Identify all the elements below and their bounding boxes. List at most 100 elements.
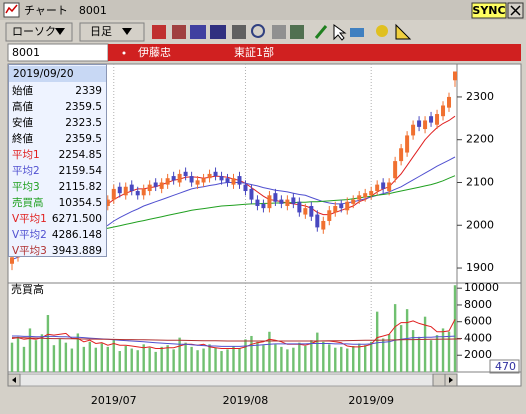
sync-button[interactable] (471, 2, 507, 19)
tool-icon[interactable] (290, 25, 304, 39)
tool-icon[interactable] (314, 25, 328, 39)
volume-bar (417, 336, 421, 372)
info-value: 2339 (75, 85, 102, 97)
tool-icon[interactable] (376, 25, 388, 37)
candle-body (387, 182, 392, 192)
candle-body (159, 182, 164, 189)
tool-icon[interactable] (272, 25, 286, 39)
info-label: V平均1 (12, 213, 47, 225)
volume-bar (298, 342, 301, 372)
period-dropdown[interactable] (79, 22, 145, 42)
candle-body (195, 180, 200, 185)
candle-body (303, 208, 308, 215)
dropdown-arrow (122, 28, 132, 35)
volume-bar (142, 344, 145, 372)
candle-body (435, 114, 440, 125)
info-label: 2019/09/20 (13, 68, 74, 80)
volume-bar (130, 348, 133, 372)
volume-bar (70, 348, 74, 372)
scroll-arrow (449, 377, 453, 383)
tool-icon[interactable] (350, 28, 364, 37)
scroll-arrow (12, 377, 16, 383)
volume-bar (352, 346, 355, 372)
info-label: V平均3 (12, 245, 47, 257)
volume-bar (364, 345, 367, 372)
volume-bar (256, 341, 259, 372)
volume-bar (435, 335, 439, 372)
candle-body (273, 193, 278, 202)
volume-bar (286, 349, 289, 372)
volume-bar (58, 338, 62, 372)
candle-body (261, 203, 266, 209)
candle-body (333, 206, 338, 213)
volume-bar (244, 339, 247, 372)
info-row: 始値 2339 (12, 83, 102, 99)
market: 東証1部 (234, 45, 274, 59)
tool-icon[interactable] (251, 24, 265, 38)
volume-bar (346, 348, 349, 372)
volume-label: 売買高 (11, 282, 44, 296)
volume-bar (40, 334, 44, 372)
volume-bar (28, 328, 32, 372)
volume-bar (429, 340, 433, 372)
candle-body (141, 188, 146, 196)
info-label: 売買高 (12, 197, 44, 209)
tool-icon[interactable] (210, 25, 226, 39)
y-tick-label: 2200 (466, 133, 494, 146)
volume-bar (423, 316, 427, 372)
volume-bar (393, 304, 397, 372)
chart-kind-dropdown[interactable] (5, 22, 73, 42)
tool-icon[interactable] (152, 25, 166, 39)
info-value: 2359.5 (65, 133, 102, 145)
volume-bar (375, 311, 379, 372)
volume-ma-line (12, 337, 462, 342)
sync-label: SYNC (472, 4, 505, 17)
candle-body (171, 176, 176, 181)
close-glyph (510, 5, 521, 16)
volume-bar (202, 348, 205, 372)
tool-icon[interactable] (333, 24, 347, 41)
candle-body (291, 197, 296, 204)
info-label: 平均3 (12, 181, 40, 193)
info-row: V平均2 4286.148 (12, 227, 102, 243)
count: 470 (495, 360, 516, 373)
tool-icon[interactable] (172, 25, 186, 39)
tool-icon[interactable] (232, 25, 246, 39)
candle-body (351, 199, 356, 204)
volume-bar (387, 334, 391, 372)
candle-body (243, 184, 248, 192)
volume-bar (154, 351, 157, 372)
volume-bar (214, 347, 217, 372)
volume-bar (160, 346, 163, 372)
volume-bar (399, 325, 403, 372)
candle-body (183, 171, 188, 177)
candle-body (135, 191, 140, 196)
volume-bar (178, 337, 181, 372)
info-row: 平均2 2159.54 (12, 163, 102, 179)
volume-bar (124, 346, 127, 372)
candle-body (111, 188, 116, 200)
candle-body (165, 178, 170, 185)
candle-body (321, 220, 326, 230)
scrollbar[interactable] (7, 373, 458, 387)
info-value: 2323.5 (65, 117, 102, 129)
volume-bar (10, 342, 14, 372)
candle-body (231, 178, 236, 185)
info-row: 売買高 10354.5 (12, 195, 102, 211)
volume-bar (220, 351, 223, 372)
volume-bar (453, 285, 457, 372)
candle-body (297, 201, 302, 213)
dropdown-arrow (55, 28, 65, 35)
candle-body (309, 206, 314, 217)
volume-bar (196, 350, 199, 372)
scroll-thumb[interactable] (432, 373, 446, 387)
candle-body (285, 199, 290, 207)
chart-kind: ローソク (12, 25, 56, 38)
info-row: 高値 2359.5 (12, 99, 102, 115)
tool-icon[interactable] (190, 25, 206, 39)
volume-bar (250, 335, 253, 372)
volume-bar (82, 346, 86, 372)
volume-bar (22, 346, 26, 372)
tool-icon[interactable] (395, 23, 412, 40)
